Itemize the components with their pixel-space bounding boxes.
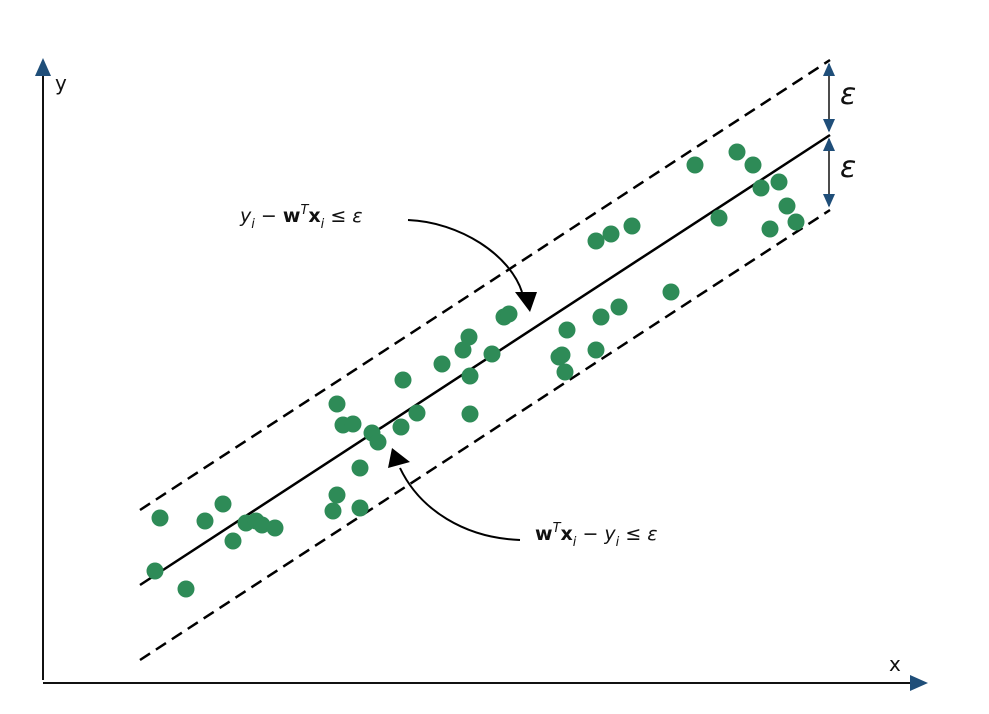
data-point [461,405,479,423]
data-point [394,371,412,389]
upper-constraint-label: yi − wTxi ≤ ε [239,203,363,232]
data-point [224,532,242,550]
data-point [556,363,574,381]
data-point [253,516,271,534]
data-point [662,283,680,301]
data-point [408,404,426,422]
data-point [324,502,342,520]
data-point [500,305,518,323]
data-point [328,486,346,504]
data-point [728,143,746,161]
data-point [392,418,410,436]
data-point [761,220,779,238]
data-point [177,580,195,598]
data-point [744,156,762,174]
lower-constraint-label: wTxi − yi ≤ ε [535,521,658,550]
regression-line [139,133,831,587]
data-point [787,213,805,231]
data-point [344,415,362,433]
data-point [710,209,728,227]
upper-annotation-arrow [407,219,523,293]
data-point [587,232,605,250]
data-point [369,433,387,451]
upper-annotation-arrowhead [515,292,537,312]
data-point [770,173,788,191]
data-point [433,355,451,373]
lower-annotation-arrowhead [388,448,410,468]
data-point [146,562,164,580]
data-point [151,509,169,527]
lower-epsilon-label: ε [840,150,856,185]
data-points [146,143,805,598]
data-point [553,346,571,364]
lower-annotation-arrow [399,467,521,541]
data-point [686,156,704,174]
data-point [461,367,479,385]
data-point [460,328,478,346]
upper-epsilon-label: ε [840,77,856,112]
data-point [328,395,346,413]
data-point [610,298,628,316]
data-point [587,341,605,359]
data-point [454,341,472,359]
data-point [623,217,641,235]
data-point [602,225,620,243]
data-point [266,519,284,537]
data-point [558,321,576,339]
data-point [592,308,610,326]
data-point [351,459,369,477]
data-point [778,197,796,215]
y-axis-label: y [55,71,67,95]
lower-margin-line [139,208,831,662]
x-axis-label: x [889,652,901,676]
data-point [196,512,214,530]
data-point [483,345,501,363]
data-point [351,499,369,517]
upper-margin-line [139,58,831,512]
data-point [214,495,232,513]
data-point [752,179,770,197]
